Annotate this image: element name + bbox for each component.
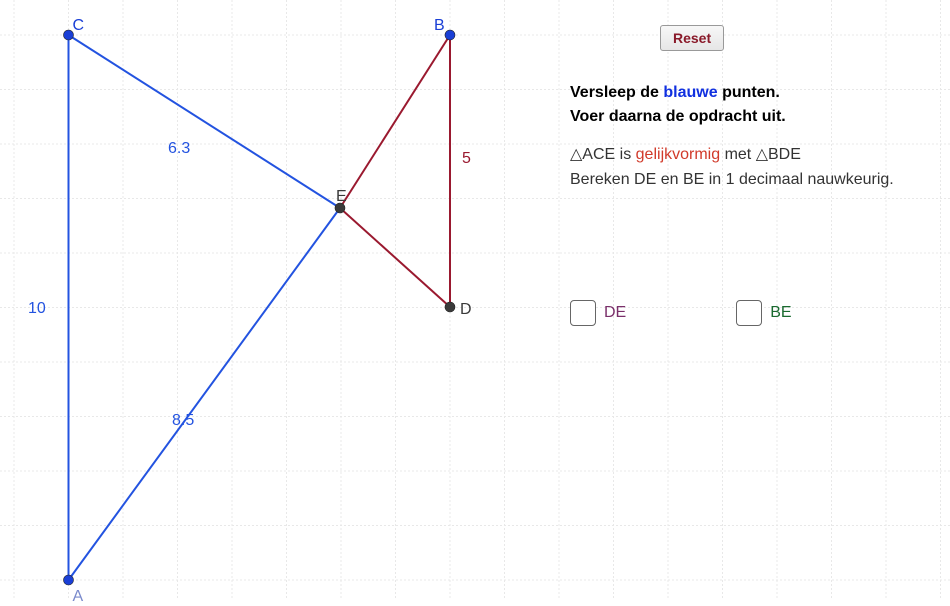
task-b: gelijkvormig xyxy=(636,146,720,163)
task-text: △ACE is gelijkvormig met △BDE Bereken DE… xyxy=(570,143,930,193)
point-d xyxy=(445,302,455,312)
point-label-e: E xyxy=(336,188,347,206)
instr-1c: punten. xyxy=(718,84,780,101)
answer-label-de: DE xyxy=(604,304,626,322)
point-a[interactable] xyxy=(64,575,74,585)
task-c: met △BDE xyxy=(720,146,801,163)
point-b[interactable] xyxy=(445,30,455,40)
answer-de: DE xyxy=(570,300,626,326)
answer-label-be: BE xyxy=(770,304,791,322)
instr-2: Voer daarna de opdracht uit. xyxy=(570,105,930,129)
answers-row: DE BE xyxy=(570,300,930,326)
task-line2: Bereken DE en BE in 1 decimaal nauwkeuri… xyxy=(570,168,930,193)
checkbox-be[interactable] xyxy=(736,300,762,326)
point-label-a: A xyxy=(73,588,84,606)
point-label-c: C xyxy=(73,17,85,35)
checkbox-de[interactable] xyxy=(570,300,596,326)
geometry-canvas: A B C D E 10 6.3 8.5 5 Reset Versleep de… xyxy=(0,0,950,600)
instructions: Versleep de blauwe punten. Voer daarna d… xyxy=(570,81,930,129)
task-a: △ACE is xyxy=(570,146,636,163)
point-label-d: D xyxy=(460,301,472,319)
edge-label-bd: 5 xyxy=(462,150,471,168)
side-panel: Reset Versleep de blauwe punten. Voer da… xyxy=(570,25,930,193)
edge-label-ae: 8.5 xyxy=(172,412,194,430)
edge-label-ac: 10 xyxy=(28,300,46,318)
answer-be: BE xyxy=(736,300,791,326)
instr-1a: Versleep de xyxy=(570,84,663,101)
reset-button[interactable]: Reset xyxy=(660,25,724,51)
instr-1b: blauwe xyxy=(663,84,717,101)
edge-label-ce: 6.3 xyxy=(168,140,190,158)
point-label-b: B xyxy=(434,17,445,35)
